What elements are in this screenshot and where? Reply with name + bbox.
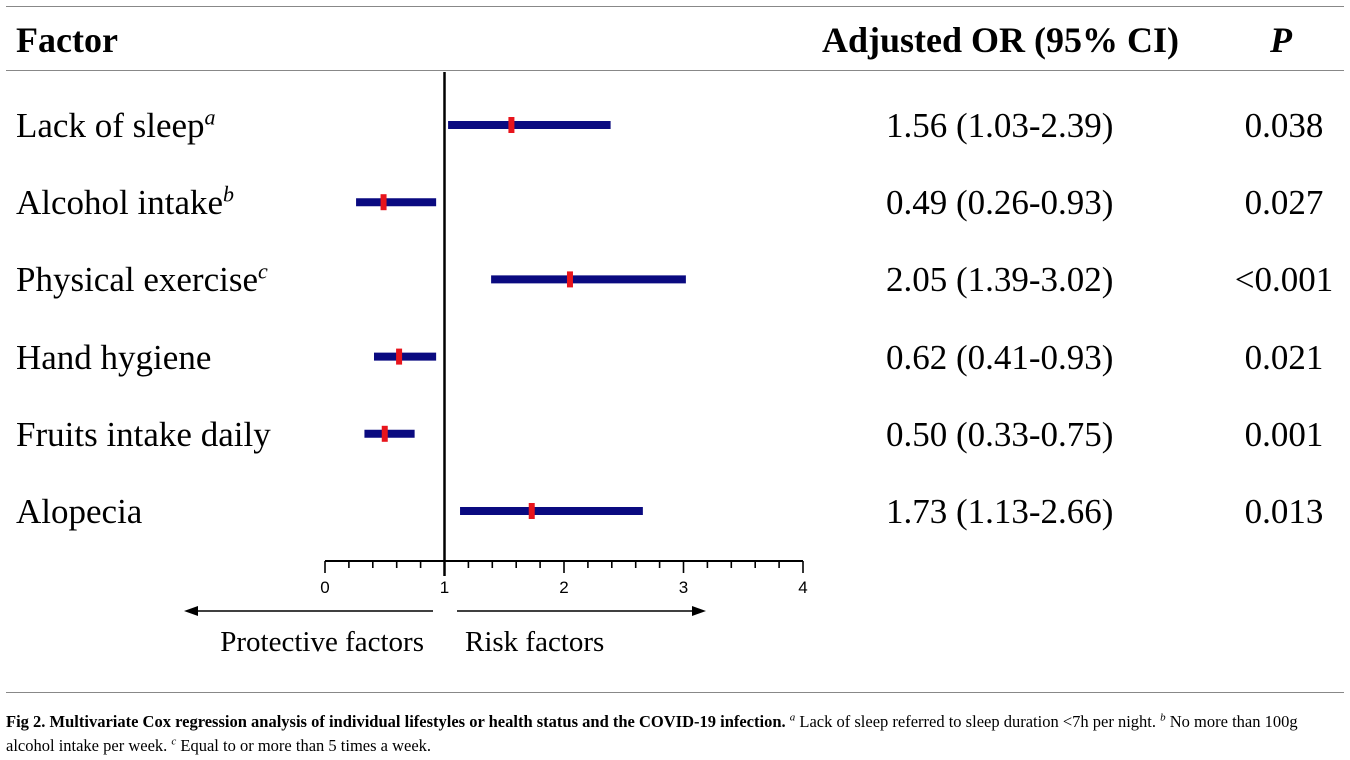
row-p-value: 0.027 [1244, 183, 1324, 222]
row-p-value: <0.001 [1234, 260, 1334, 299]
row-or-ci: 2.05 (1.39-3.02) [886, 260, 1114, 299]
row-label: Alcohol intakeb [16, 181, 234, 225]
row-label-text: Hand hygiene [16, 338, 212, 377]
point-estimate [528, 503, 535, 519]
forest-plot: 0 1 2 3 4 Protective factors Risk factors [184, 72, 808, 658]
x-tick-label: 3 [679, 578, 688, 597]
row-p-value: 0.021 [1244, 338, 1324, 377]
caption-note-c: Equal to or more than 5 times a week. [180, 736, 432, 755]
point-estimate [381, 425, 388, 442]
caption-note-a: Lack of sleep referred to sleep duration… [799, 712, 1156, 731]
risk-factors-label: Risk factors [465, 626, 604, 658]
row-or-ci: 0.62 (0.41-0.93) [886, 338, 1114, 377]
row-label: Physical exercisec [16, 258, 268, 302]
row-footnote-marker: b [223, 181, 235, 207]
x-tick-label: 0 [320, 578, 329, 597]
row-label: Alopecia [16, 490, 142, 534]
row-p-value: 0.013 [1244, 492, 1324, 531]
top-rule [6, 6, 1344, 7]
row-footnote-marker: c [258, 258, 268, 284]
row-p-value: 0.038 [1244, 106, 1324, 145]
protective-factors-label: Protective factors [220, 626, 424, 658]
row-label: Hand hygiene [16, 336, 211, 380]
caption-title: Fig 2. Multivariate Cox regression analy… [6, 712, 786, 731]
row-label: Fruits intake daily [16, 413, 271, 457]
figure-caption: Fig 2. Multivariate Cox regression analy… [6, 710, 1346, 758]
caption-note-b-marker: b [1160, 711, 1166, 724]
x-tick-label: 1 [440, 578, 449, 597]
row-label-text: Alcohol intake [16, 183, 224, 222]
row-or-ci: 0.49 (0.26-0.93) [886, 183, 1114, 222]
point-estimate [566, 271, 573, 288]
protective-arrow-head [184, 606, 198, 616]
row-label-text: Physical exercise [16, 260, 258, 299]
row-label-text: Alopecia [16, 492, 143, 531]
row-label-text: Fruits intake daily [16, 415, 271, 454]
point-estimate [508, 117, 515, 133]
caption-note-c-marker: c [171, 735, 177, 748]
caption-note-b: No more than 100g alcohol intake per wee… [6, 712, 1298, 755]
header-or: Adjusted OR (95% CI) [822, 20, 1180, 60]
row-footnote-marker: a [204, 104, 216, 130]
risk-arrow-head [692, 606, 706, 616]
row-p-value: 0.001 [1244, 415, 1324, 454]
header-rule [6, 70, 1344, 71]
x-tick-label: 4 [798, 578, 807, 597]
caption-note-a-marker: a [789, 711, 796, 724]
row-or-ci: 0.50 (0.33-0.75) [886, 415, 1114, 454]
row-label: Lack of sleepa [16, 104, 216, 148]
row-label-text: Lack of sleep [16, 106, 205, 145]
row-or-ci: 1.56 (1.03-2.39) [886, 106, 1114, 145]
point-estimate [380, 194, 387, 211]
header-p: P [1270, 20, 1292, 60]
caption-rule [6, 692, 1344, 693]
row-or-ci: 1.73 (1.13-2.66) [886, 492, 1114, 531]
header-factor: Factor [16, 20, 118, 60]
x-tick-label: 2 [559, 578, 568, 597]
point-estimate [396, 348, 403, 365]
